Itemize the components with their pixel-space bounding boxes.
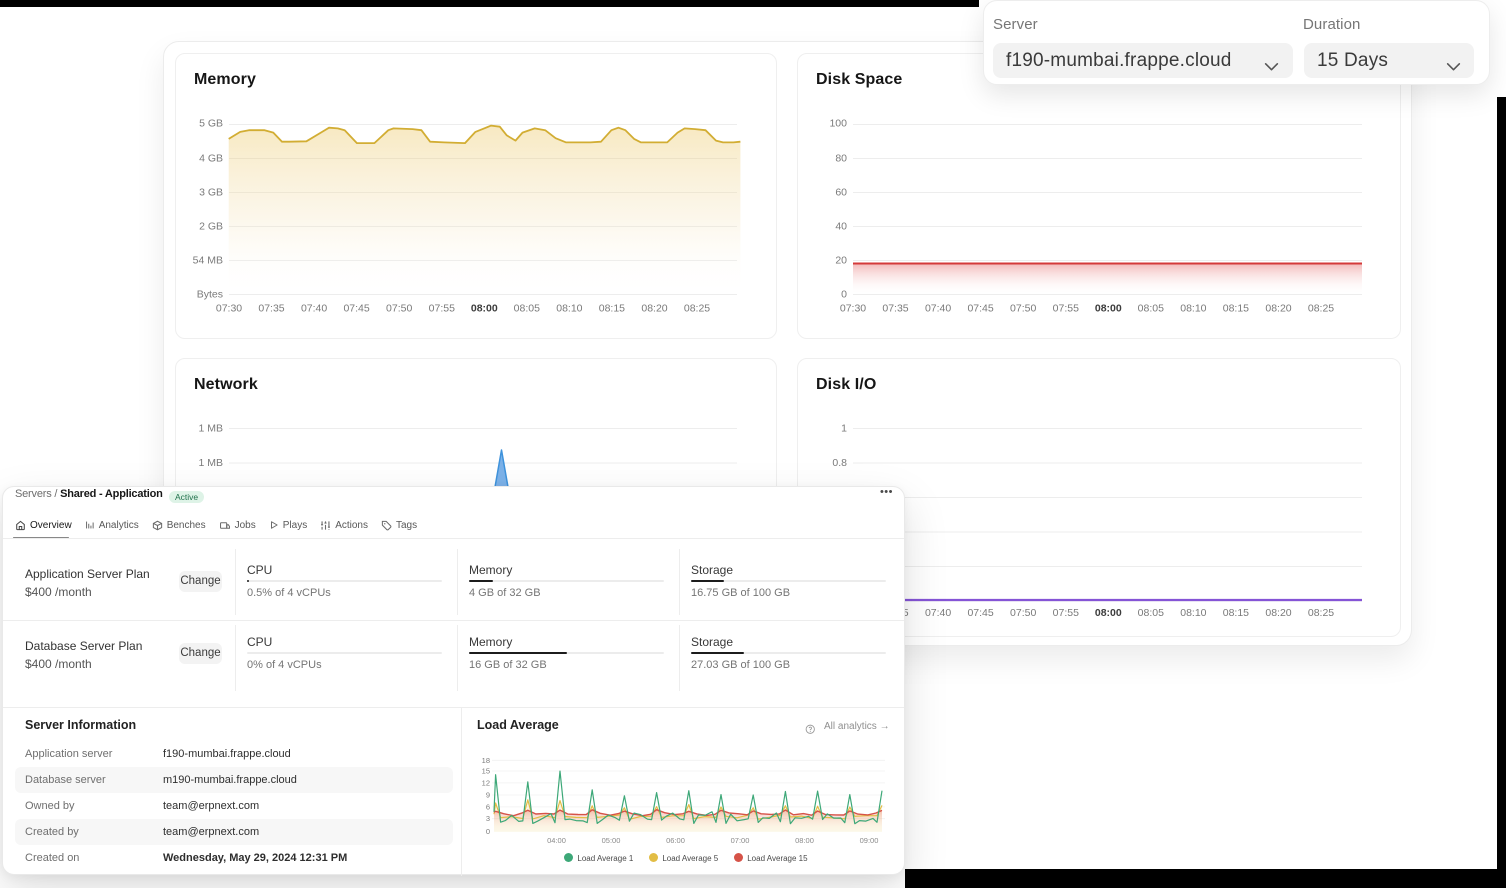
svg-text:08:10: 08:10	[1180, 607, 1206, 619]
svg-text:08:15: 08:15	[1223, 607, 1249, 619]
svg-text:09:00: 09:00	[860, 836, 879, 845]
svg-text:08:20: 08:20	[1265, 303, 1291, 315]
svg-text:20: 20	[835, 255, 847, 267]
svg-text:07:40: 07:40	[925, 607, 951, 619]
svg-text:1 MB: 1 MB	[198, 423, 223, 435]
svg-text:08:20: 08:20	[1265, 607, 1291, 619]
svg-text:1: 1	[841, 423, 847, 435]
svg-text:04:00: 04:00	[547, 836, 566, 845]
svg-text:08:20: 08:20	[641, 303, 667, 315]
svg-text:07:55: 07:55	[1053, 303, 1079, 315]
svg-text:07:45: 07:45	[967, 303, 993, 315]
svg-text:6: 6	[486, 802, 490, 811]
svg-text:05:00: 05:00	[602, 836, 621, 845]
svg-text:100: 100	[829, 118, 847, 130]
svg-text:08:25: 08:25	[1308, 607, 1334, 619]
svg-text:08:10: 08:10	[556, 303, 582, 315]
svg-text:07:30: 07:30	[840, 303, 866, 315]
svg-text:07:40: 07:40	[925, 303, 951, 315]
svg-text:07:40: 07:40	[301, 303, 327, 315]
svg-text:07:50: 07:50	[386, 303, 412, 315]
svg-text:40: 40	[835, 221, 847, 233]
svg-text:07:50: 07:50	[1010, 303, 1036, 315]
svg-text:5 GB: 5 GB	[199, 118, 223, 130]
svg-text:07:45: 07:45	[967, 607, 993, 619]
svg-text:08:05: 08:05	[1138, 607, 1164, 619]
svg-text:18: 18	[482, 756, 490, 765]
svg-text:08:15: 08:15	[599, 303, 625, 315]
svg-text:07:30: 07:30	[216, 303, 242, 315]
svg-text:08:15: 08:15	[1223, 303, 1249, 315]
svg-text:08:25: 08:25	[684, 303, 710, 315]
svg-text:07:00: 07:00	[731, 836, 750, 845]
svg-text:0: 0	[841, 289, 847, 301]
svg-text:07:35: 07:35	[882, 303, 908, 315]
svg-text:Bytes: Bytes	[197, 289, 223, 301]
svg-text:06:00: 06:00	[666, 836, 685, 845]
svg-text:2 GB: 2 GB	[199, 221, 223, 233]
svg-text:0.8: 0.8	[832, 457, 847, 469]
svg-text:3: 3	[486, 814, 490, 823]
svg-text:07:45: 07:45	[343, 303, 369, 315]
svg-text:08:10: 08:10	[1180, 303, 1206, 315]
svg-text:08:00: 08:00	[795, 836, 814, 845]
svg-text:15: 15	[482, 767, 490, 776]
svg-text:12: 12	[482, 778, 490, 787]
svg-text:9: 9	[486, 791, 490, 800]
svg-text:60: 60	[835, 187, 847, 199]
svg-text:08:00: 08:00	[1095, 303, 1122, 315]
svg-text:07:55: 07:55	[1053, 607, 1079, 619]
svg-text:08:00: 08:00	[471, 303, 498, 315]
svg-text:08:05: 08:05	[514, 303, 540, 315]
svg-text:4 GB: 4 GB	[199, 153, 223, 165]
svg-text:08:05: 08:05	[1138, 303, 1164, 315]
svg-text:07:35: 07:35	[258, 303, 284, 315]
svg-text:80: 80	[835, 153, 847, 165]
svg-text:08:25: 08:25	[1308, 303, 1334, 315]
svg-text:08:00: 08:00	[1095, 607, 1122, 619]
svg-text:0: 0	[486, 827, 490, 836]
svg-text:07:50: 07:50	[1010, 607, 1036, 619]
svg-text:54 MB: 54 MB	[193, 255, 223, 267]
svg-text:3 GB: 3 GB	[199, 187, 223, 199]
svg-text:07:55: 07:55	[429, 303, 455, 315]
svg-text:1 MB: 1 MB	[198, 457, 223, 469]
